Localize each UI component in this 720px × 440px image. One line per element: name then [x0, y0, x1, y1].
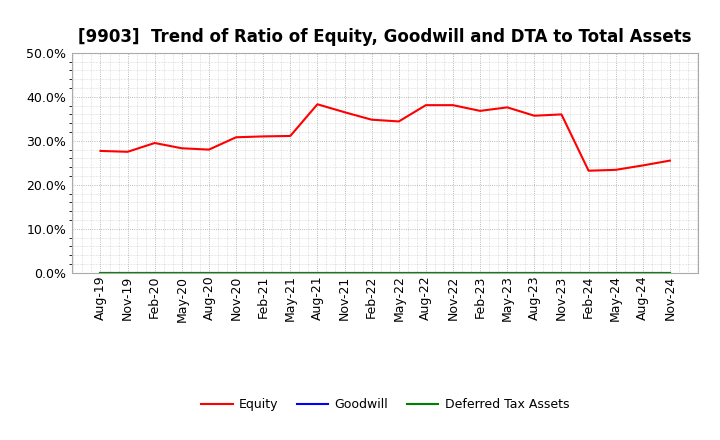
Legend: Equity, Goodwill, Deferred Tax Assets: Equity, Goodwill, Deferred Tax Assets: [197, 393, 574, 416]
Equity: [150, 140, 159, 146]
Goodwill: [503, 270, 511, 275]
Equity: [611, 167, 620, 172]
Deferred Tax Assets: [232, 270, 240, 275]
Equity: [367, 117, 376, 122]
Goodwill: [611, 270, 620, 275]
Goodwill: [341, 270, 349, 275]
Goodwill: [584, 270, 593, 275]
Equity: [204, 147, 213, 152]
Deferred Tax Assets: [367, 270, 376, 275]
Goodwill: [476, 270, 485, 275]
Deferred Tax Assets: [96, 270, 105, 275]
Line: Equity: Equity: [101, 104, 670, 171]
Deferred Tax Assets: [259, 270, 268, 275]
Title: [9903]  Trend of Ratio of Equity, Goodwill and DTA to Total Assets: [9903] Trend of Ratio of Equity, Goodwil…: [78, 28, 692, 46]
Goodwill: [204, 270, 213, 275]
Equity: [313, 102, 322, 107]
Goodwill: [96, 270, 105, 275]
Equity: [395, 119, 403, 124]
Goodwill: [665, 270, 674, 275]
Deferred Tax Assets: [665, 270, 674, 275]
Equity: [96, 148, 105, 154]
Deferred Tax Assets: [150, 270, 159, 275]
Goodwill: [395, 270, 403, 275]
Deferred Tax Assets: [341, 270, 349, 275]
Goodwill: [123, 270, 132, 275]
Deferred Tax Assets: [449, 270, 457, 275]
Deferred Tax Assets: [557, 270, 566, 275]
Deferred Tax Assets: [503, 270, 511, 275]
Equity: [286, 133, 294, 139]
Goodwill: [259, 270, 268, 275]
Goodwill: [639, 270, 647, 275]
Equity: [259, 134, 268, 139]
Equity: [584, 168, 593, 173]
Goodwill: [286, 270, 294, 275]
Deferred Tax Assets: [313, 270, 322, 275]
Goodwill: [557, 270, 566, 275]
Equity: [503, 105, 511, 110]
Deferred Tax Assets: [639, 270, 647, 275]
Equity: [557, 112, 566, 117]
Goodwill: [367, 270, 376, 275]
Deferred Tax Assets: [611, 270, 620, 275]
Deferred Tax Assets: [421, 270, 430, 275]
Equity: [639, 163, 647, 168]
Deferred Tax Assets: [476, 270, 485, 275]
Equity: [123, 149, 132, 154]
Goodwill: [178, 270, 186, 275]
Goodwill: [530, 270, 539, 275]
Goodwill: [150, 270, 159, 275]
Equity: [449, 103, 457, 108]
Deferred Tax Assets: [584, 270, 593, 275]
Equity: [232, 135, 240, 140]
Equity: [476, 108, 485, 114]
Deferred Tax Assets: [123, 270, 132, 275]
Goodwill: [449, 270, 457, 275]
Deferred Tax Assets: [530, 270, 539, 275]
Equity: [421, 103, 430, 108]
Deferred Tax Assets: [395, 270, 403, 275]
Equity: [530, 113, 539, 118]
Equity: [178, 146, 186, 151]
Deferred Tax Assets: [178, 270, 186, 275]
Deferred Tax Assets: [286, 270, 294, 275]
Goodwill: [232, 270, 240, 275]
Equity: [341, 110, 349, 115]
Goodwill: [313, 270, 322, 275]
Equity: [665, 158, 674, 163]
Deferred Tax Assets: [204, 270, 213, 275]
Goodwill: [421, 270, 430, 275]
